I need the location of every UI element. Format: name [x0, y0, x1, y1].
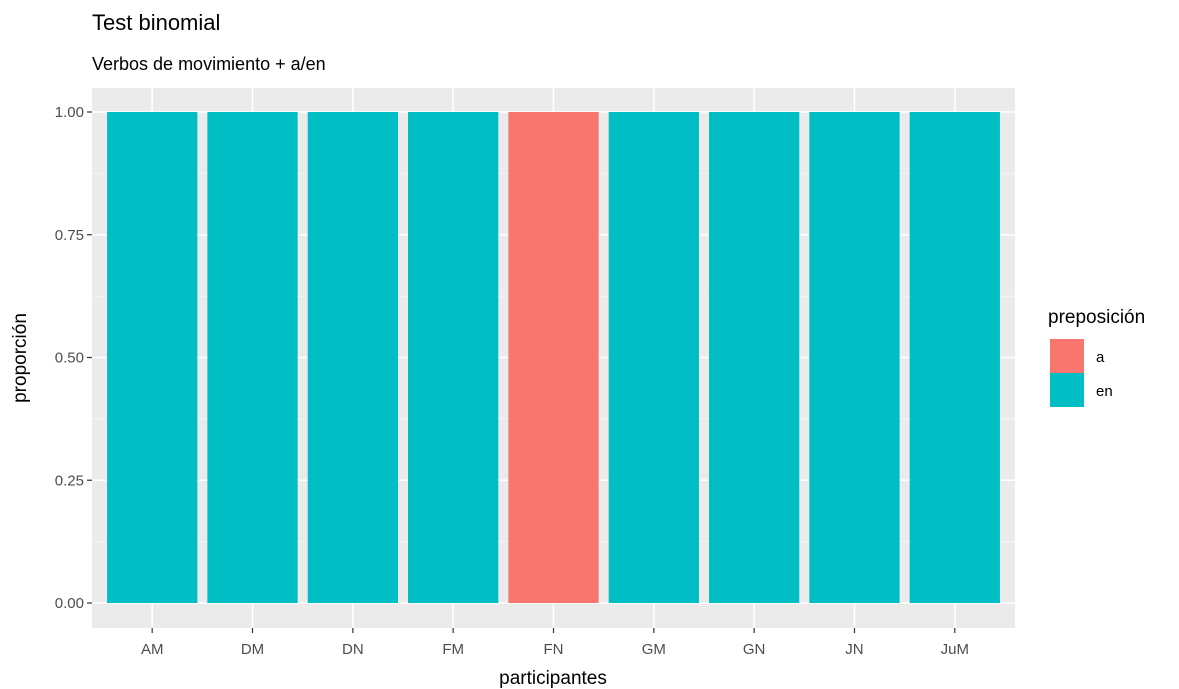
y-tick-label: 0.50	[55, 350, 84, 367]
legend-title: preposición	[1048, 307, 1145, 328]
bar-GM-en	[608, 112, 699, 603]
legend: preposición a en	[1048, 307, 1145, 407]
x-axis: AM DM DN FM FN GM GN JN JuM	[141, 628, 969, 658]
legend-items: a en	[1050, 339, 1113, 407]
y-tick-label: 0.00	[55, 595, 84, 612]
bars	[107, 112, 1000, 603]
bar-AM-en	[107, 112, 198, 603]
x-tick-label: GN	[743, 641, 766, 658]
bar-DM-en	[207, 112, 298, 603]
x-tick-label: FN	[544, 641, 564, 658]
x-tick-label: JuM	[941, 641, 969, 658]
y-tick-label: 1.00	[55, 104, 84, 121]
y-axis-title: proporción	[10, 313, 31, 403]
x-tick-label: DM	[241, 641, 264, 658]
bar-GN-en	[709, 112, 800, 603]
bar-DN-en	[307, 112, 398, 603]
legend-key-a	[1050, 339, 1084, 373]
x-tick-label: DN	[342, 641, 364, 658]
bar-JuM-en	[909, 112, 1000, 603]
x-tick-label: AM	[141, 641, 164, 658]
y-tick-label: 0.25	[55, 472, 84, 489]
chart-subtitle: Verbos de movimiento + a/en	[92, 54, 326, 74]
legend-label-en: en	[1096, 383, 1113, 400]
bar-FM-en	[408, 112, 499, 603]
bar-FN-a	[508, 112, 599, 603]
x-tick-label: FM	[442, 641, 464, 658]
x-tick-label: JN	[845, 641, 863, 658]
legend-key-en	[1050, 373, 1084, 407]
chart-title: Test binomial	[92, 10, 220, 35]
x-tick-label: GM	[642, 641, 666, 658]
legend-label-a: a	[1096, 349, 1105, 366]
bar-JN-en	[809, 112, 900, 603]
y-tick-label: 0.75	[55, 227, 84, 244]
x-axis-title: participantes	[499, 668, 607, 689]
y-axis: 0.00 0.25 0.50 0.75 1.00	[55, 104, 92, 612]
